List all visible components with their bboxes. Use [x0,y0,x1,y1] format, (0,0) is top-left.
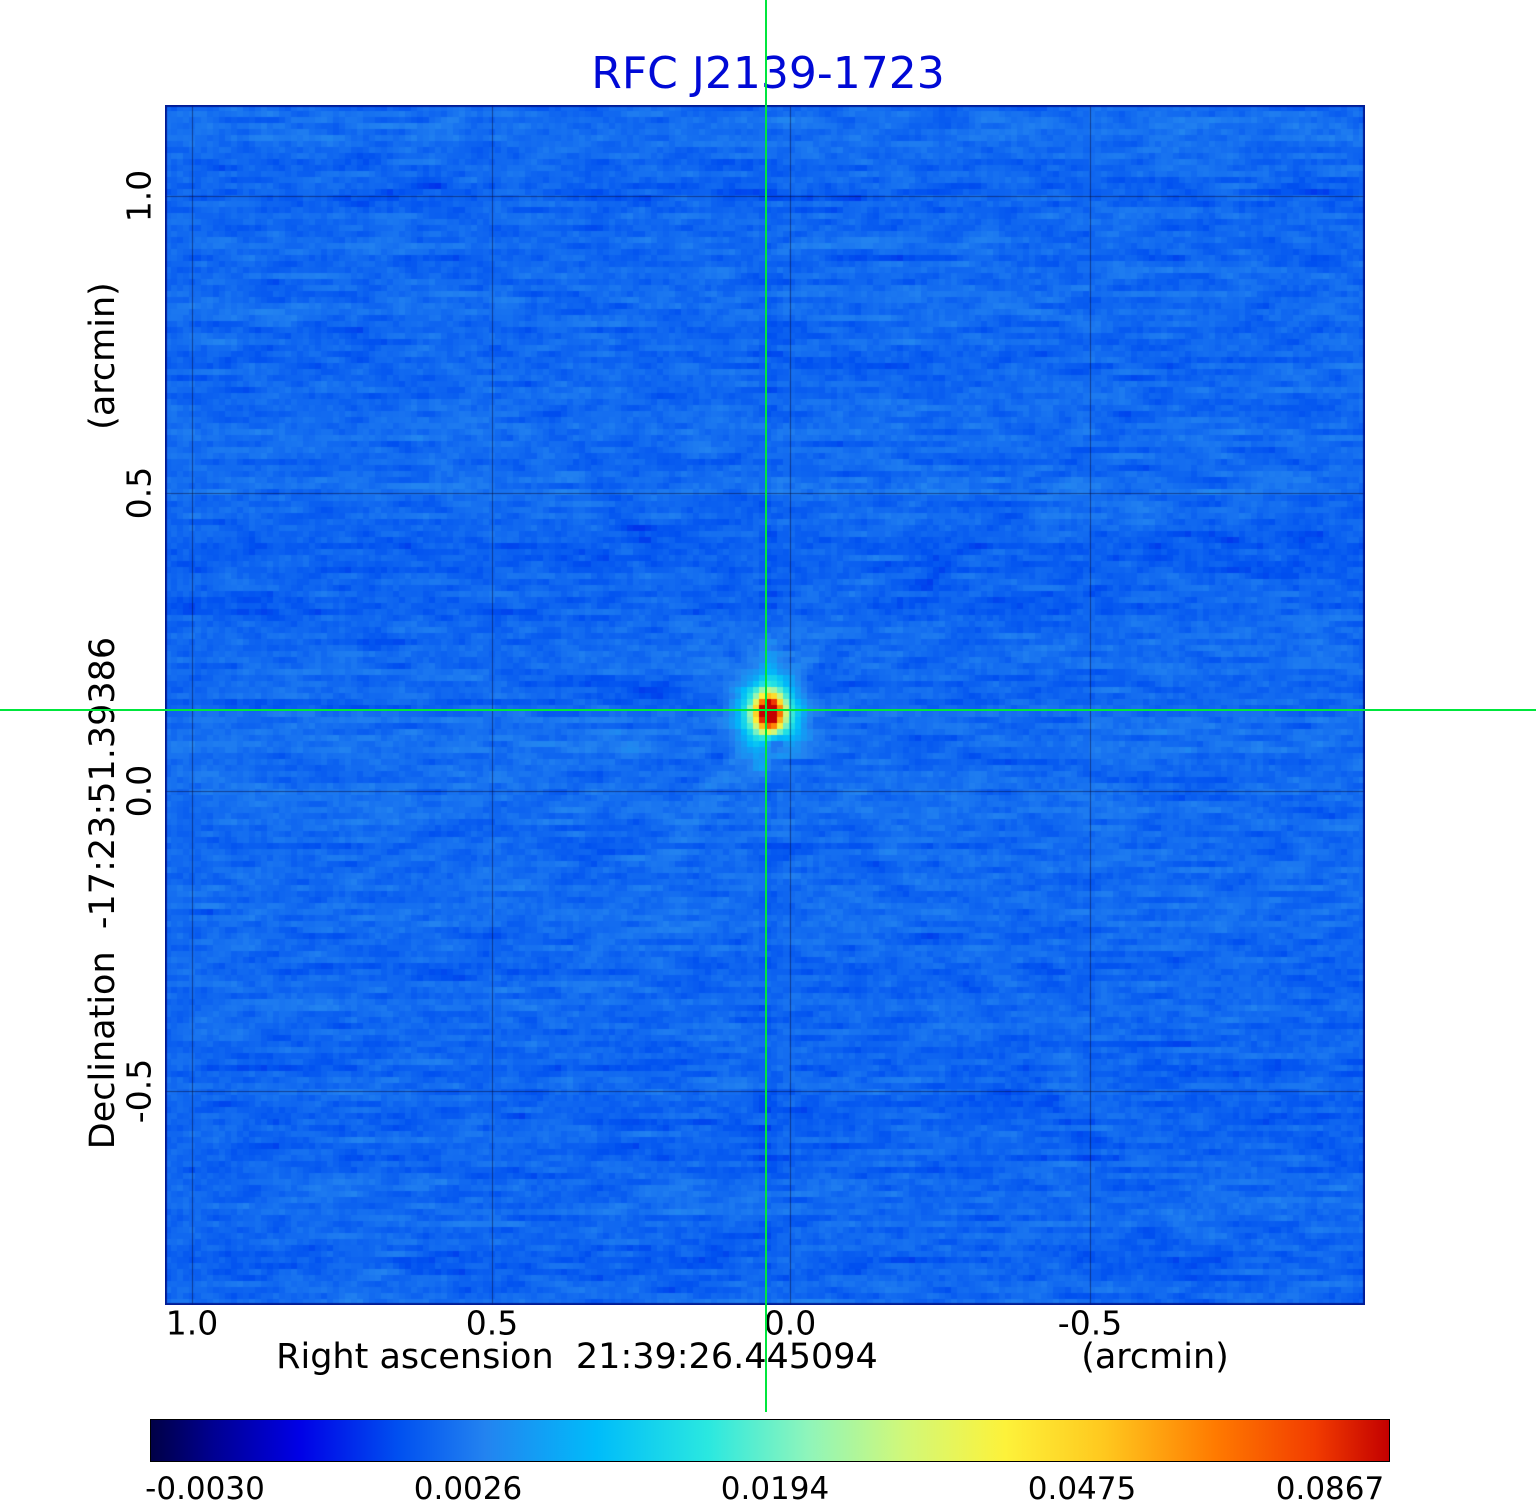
colorbar-tick-label: 0.0026 [413,1471,523,1507]
x-tick-label: 0.5 [465,1303,519,1343]
x-axis-label: Right ascension 21:39:26.445094 [276,1337,878,1377]
crosshair-horizontal-line [0,709,1536,711]
y-tick-label: -0.5 [119,1058,159,1124]
x-tick-label: 0.0 [763,1303,817,1343]
y-axis-unit-label: (arcmin) [83,282,123,430]
x-axis-unit-label: (arcmin) [1081,1337,1229,1377]
colorbar-tick-label: 0.0475 [1027,1471,1137,1507]
y-tick-label: 1.0 [119,169,159,223]
colorbar-tick-label: -0.0030 [145,1471,265,1507]
y-tick-label: 0.5 [119,466,159,520]
colorbar-gradient [150,1419,1390,1462]
y-tick-label: 0.0 [119,764,159,818]
crosshair-vertical-line [765,0,767,1412]
x-tick-label: 1.0 [165,1303,219,1343]
x-tick-label: -0.5 [1057,1303,1123,1343]
figure-title: RFC J2139-1723 [591,48,945,99]
y-axis-label: Declination -17:23:51.39386 [83,636,123,1150]
colorbar-tick-label: 0.0194 [720,1471,830,1507]
colorbar-tick-label: 0.0867 [1275,1471,1385,1507]
